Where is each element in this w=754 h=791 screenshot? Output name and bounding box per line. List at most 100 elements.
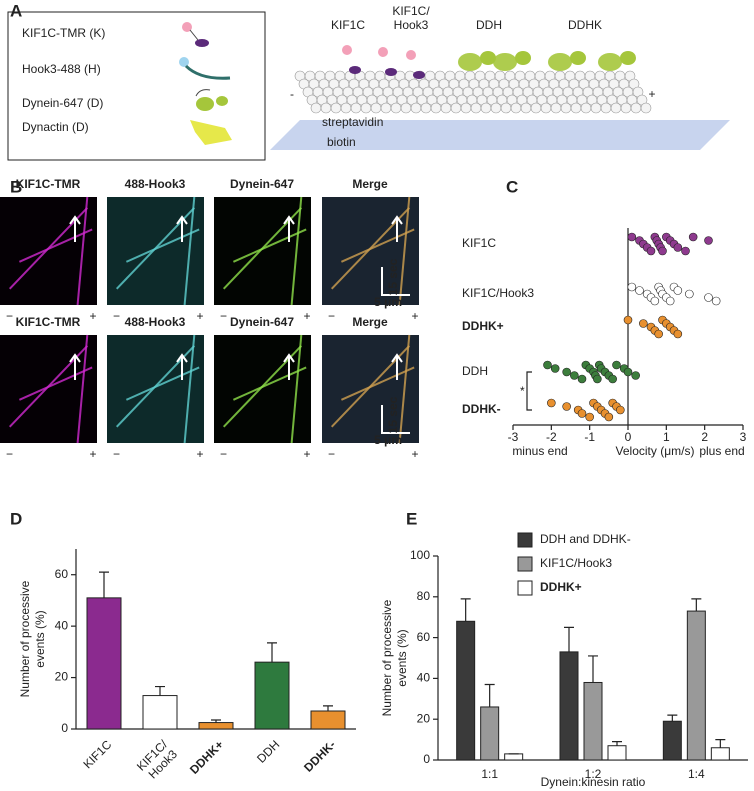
icons	[179, 22, 232, 145]
tubulin	[540, 102, 552, 114]
label: *	[520, 384, 525, 398]
dynein	[598, 53, 622, 71]
channel-label: 488-Hook3	[125, 177, 186, 191]
point	[654, 329, 663, 339]
tubulin	[560, 102, 572, 114]
x-tick-label: DDH	[254, 737, 282, 765]
label: 60	[417, 630, 431, 644]
error-bar	[715, 739, 726, 748]
error-bar	[323, 705, 333, 711]
label: Number of processive	[380, 599, 394, 716]
label: KIF1C-TMR (K)	[22, 26, 105, 40]
label: events (%)	[395, 629, 409, 686]
label: 60	[55, 567, 69, 581]
label: +	[648, 87, 655, 101]
label: DDHK+	[540, 580, 582, 594]
tubulin	[320, 102, 332, 114]
bar	[254, 661, 290, 730]
label: Hook3-488 (H)	[22, 62, 101, 76]
point	[577, 374, 587, 384]
scale-bar	[381, 405, 410, 434]
point	[623, 367, 633, 377]
tubulin	[350, 102, 362, 114]
point	[547, 398, 556, 408]
label: 1:2	[585, 767, 602, 781]
track	[76, 334, 89, 444]
label: 5 μm	[374, 295, 402, 309]
point	[562, 402, 571, 411]
label: Velocity (μm/s)	[616, 444, 695, 458]
label: 5 μm	[374, 433, 402, 447]
tubulin	[590, 102, 602, 114]
point	[646, 246, 656, 256]
label: minus end	[512, 444, 567, 458]
error-bar	[667, 714, 678, 722]
label: B	[10, 177, 22, 196]
label: −	[220, 447, 227, 461]
tubulin	[460, 102, 472, 114]
arrow	[176, 353, 188, 380]
tubulin	[410, 102, 422, 114]
tubulin	[310, 102, 322, 114]
channel-label: Dynein-647	[230, 177, 294, 191]
label: −	[6, 309, 13, 323]
legend-swatch	[517, 556, 533, 572]
label: −	[113, 309, 120, 323]
point	[639, 319, 648, 328]
label: +	[303, 447, 310, 461]
label: DDHK-	[462, 402, 501, 416]
label: 1:1	[481, 767, 498, 781]
bar	[607, 745, 627, 761]
label: 1	[663, 430, 670, 444]
label: D	[10, 509, 22, 528]
point	[623, 315, 633, 325]
track	[290, 196, 303, 306]
label: 20	[55, 670, 69, 684]
label: 80	[417, 589, 431, 603]
dynein	[480, 51, 496, 65]
label: 15 sec	[386, 258, 400, 295]
label: KIF1C/Hook3	[540, 556, 612, 570]
tubulin	[420, 102, 432, 114]
tubulin	[500, 102, 512, 114]
label: Dynein:kinesin ratio	[541, 775, 646, 789]
tubulin	[520, 102, 532, 114]
label: KIF1C	[462, 236, 496, 250]
channel-label: KIF1C-TMR	[16, 315, 81, 329]
label: DDH	[476, 18, 502, 32]
tubulin	[470, 102, 482, 114]
label: 20	[417, 711, 431, 725]
point	[635, 286, 644, 295]
kymographs	[0, 196, 419, 444]
label: Dynactin (D)	[22, 120, 89, 134]
point	[704, 293, 713, 302]
bar	[583, 681, 603, 761]
error-bar	[267, 642, 277, 663]
bar	[198, 722, 234, 730]
label: 1:4	[688, 767, 705, 781]
track	[76, 196, 89, 306]
arrow	[391, 353, 403, 380]
label: Number of processive	[18, 580, 32, 697]
point	[685, 289, 694, 299]
tubulin	[450, 102, 462, 114]
tubulin	[490, 102, 502, 114]
tubulin	[390, 102, 402, 114]
label: −	[220, 309, 227, 323]
point	[711, 296, 721, 306]
track	[340, 366, 415, 401]
x-tick-label: KIF1C/Hook3	[134, 737, 181, 784]
point	[577, 409, 587, 418]
track	[125, 228, 200, 263]
label: −	[113, 447, 120, 461]
legend-swatch	[517, 580, 533, 596]
point	[562, 367, 571, 377]
point	[681, 246, 690, 256]
tubulin	[600, 102, 612, 114]
error-bar	[155, 685, 165, 696]
error-bar	[460, 598, 471, 622]
error-bar	[211, 719, 221, 723]
dynein	[548, 53, 572, 71]
label: 40	[55, 618, 69, 632]
label: +	[303, 309, 310, 323]
